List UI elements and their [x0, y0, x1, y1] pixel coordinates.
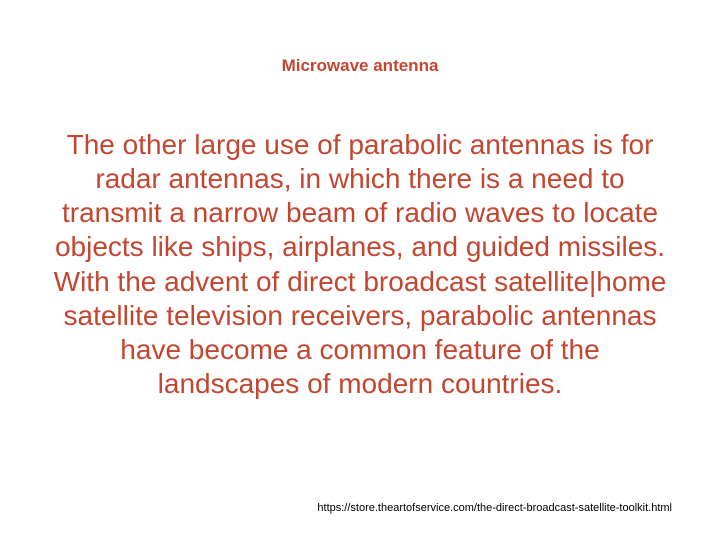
slide-title: Microwave antenna [0, 56, 720, 76]
slide: Microwave antenna The other large use of… [0, 0, 720, 540]
slide-body-text: The other large use of parabolic antenna… [48, 128, 672, 401]
slide-footer-url: https://store.theartofservice.com/the-di… [317, 502, 672, 514]
